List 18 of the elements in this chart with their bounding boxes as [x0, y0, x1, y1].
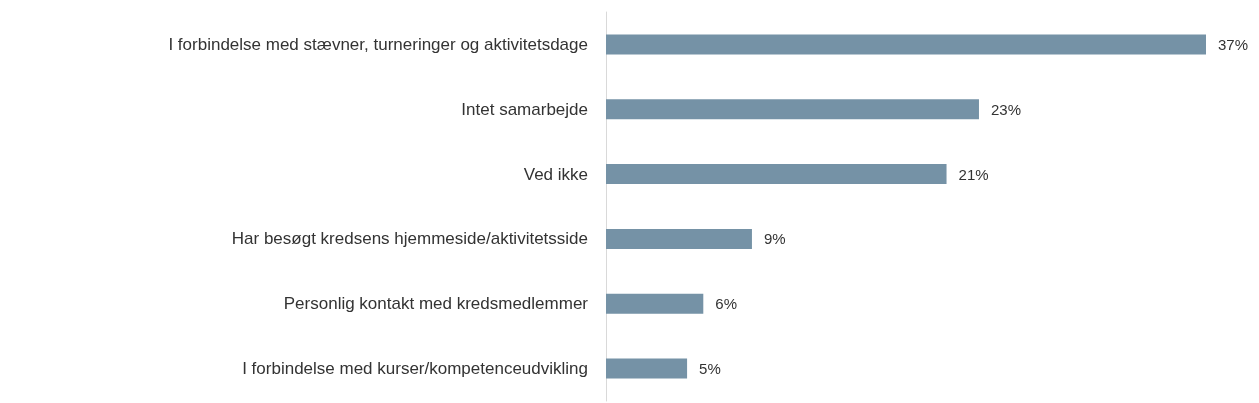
y-tick-label: I forbindelse med stævner, turneringer og aktivitetsdage [168, 34, 588, 54]
data-label: 5% [699, 360, 721, 378]
bar [606, 293, 704, 314]
bar [606, 164, 947, 185]
data-label: 37% [1218, 35, 1249, 53]
y-tick-label: Har besøgt kredsens hjemmeside/aktivitetsside [231, 229, 588, 249]
bar [606, 99, 979, 120]
y-tick-label: Intet samarbejde [461, 99, 588, 119]
bar [606, 34, 1206, 55]
y-tick-label: Personlig kontakt med kredsmedlemmer [283, 294, 589, 314]
data-label: 21% [958, 165, 989, 183]
bar [606, 358, 688, 379]
data-label: 23% [990, 100, 1021, 118]
y-tick-label: I forbindelse med kurser/kompetenceudvikling [242, 359, 588, 379]
bar [606, 228, 752, 249]
y-tick-label: Ved ikke [523, 164, 588, 184]
data-label: 9% [763, 230, 786, 248]
data-label: 6% [715, 295, 737, 313]
